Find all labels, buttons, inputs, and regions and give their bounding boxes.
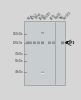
Bar <box>33 41 36 42</box>
Bar <box>26 42 29 43</box>
Text: HepG2: HepG2 <box>53 12 62 20</box>
Bar <box>29 41 32 42</box>
Bar <box>52 41 55 42</box>
Text: A549: A549 <box>38 13 46 20</box>
Bar <box>41 71 44 72</box>
Bar <box>37 43 40 44</box>
Bar <box>48 41 51 42</box>
Text: Raji: Raji <box>59 14 65 20</box>
Bar <box>41 73 44 74</box>
Bar <box>26 44 29 45</box>
Bar <box>48 44 51 45</box>
Bar <box>41 44 44 45</box>
Text: HeLa: HeLa <box>27 13 34 20</box>
Text: PCIF1: PCIF1 <box>66 41 75 45</box>
Bar <box>61 42 64 43</box>
Text: 40kDa: 40kDa <box>15 70 23 74</box>
Bar <box>29 43 32 44</box>
Bar <box>37 42 40 43</box>
Text: MCF-7: MCF-7 <box>31 12 39 20</box>
Bar <box>48 43 51 44</box>
Bar <box>52 43 55 44</box>
Bar <box>61 44 64 45</box>
Bar <box>61 41 64 42</box>
Bar <box>41 33 44 34</box>
Bar <box>41 32 44 33</box>
Bar <box>61 43 64 44</box>
Bar <box>37 44 40 45</box>
Bar <box>33 44 36 45</box>
Bar <box>26 43 29 44</box>
Text: HEK293: HEK293 <box>42 11 52 20</box>
Bar <box>52 42 55 43</box>
Text: Jurkat: Jurkat <box>35 12 43 20</box>
Bar <box>48 42 51 43</box>
Text: 130kDa: 130kDa <box>13 32 23 36</box>
Bar <box>26 41 29 42</box>
Bar <box>41 41 44 42</box>
Text: 100kDa: 100kDa <box>13 41 23 45</box>
Text: NIH/3T3: NIH/3T3 <box>63 10 73 20</box>
Bar <box>37 41 40 42</box>
Text: A375: A375 <box>50 13 57 20</box>
Text: 70kDa: 70kDa <box>15 52 23 56</box>
Bar <box>41 72 44 73</box>
Bar <box>41 42 44 43</box>
Bar <box>33 42 36 43</box>
Bar <box>41 43 44 44</box>
Bar <box>33 43 36 44</box>
Text: 55kDa: 55kDa <box>15 59 23 63</box>
Bar <box>29 42 32 43</box>
Bar <box>52 44 55 45</box>
Bar <box>24 21 65 85</box>
Bar <box>29 44 32 45</box>
